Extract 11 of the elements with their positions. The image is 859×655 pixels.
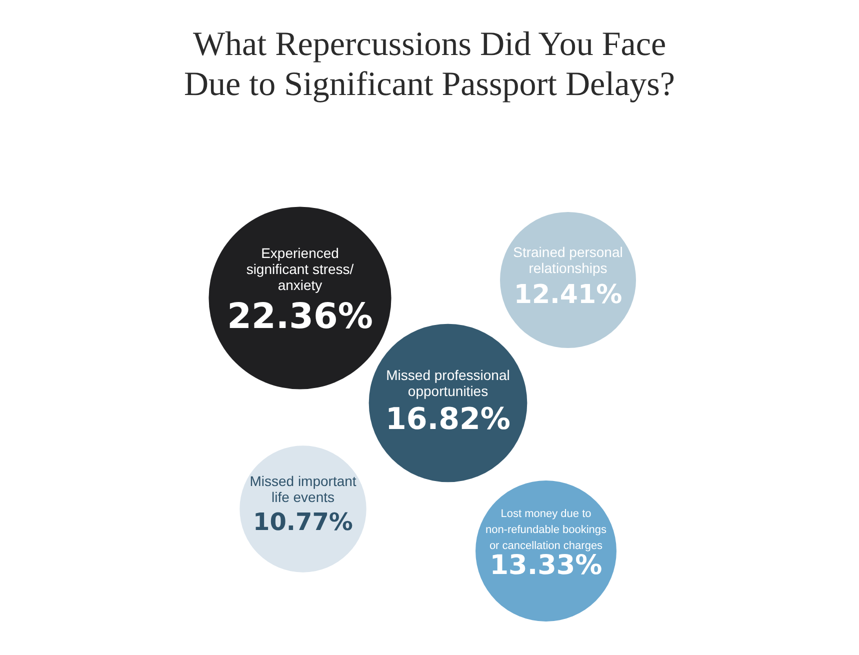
data-label: 10.77% — [253, 508, 353, 536]
data-label: 16.82% — [386, 402, 510, 437]
category-label: Missed important life events — [250, 473, 356, 505]
category-label: Experienced significant stress/ anxiety — [246, 245, 354, 293]
data-label: 13.33% — [490, 550, 602, 581]
category-label: Strained personal relationships — [513, 244, 623, 276]
category-label: Missed professional opportunities — [386, 367, 510, 399]
category-label: Lost money due to non-refundable bookings or cancellation charges — [485, 508, 608, 552]
data-label: 12.41% — [514, 280, 622, 310]
data-label: 22.36% — [227, 297, 373, 337]
text: What Repercussions Did You Face Due to Significant Passport Delays? — [184, 26, 676, 103]
